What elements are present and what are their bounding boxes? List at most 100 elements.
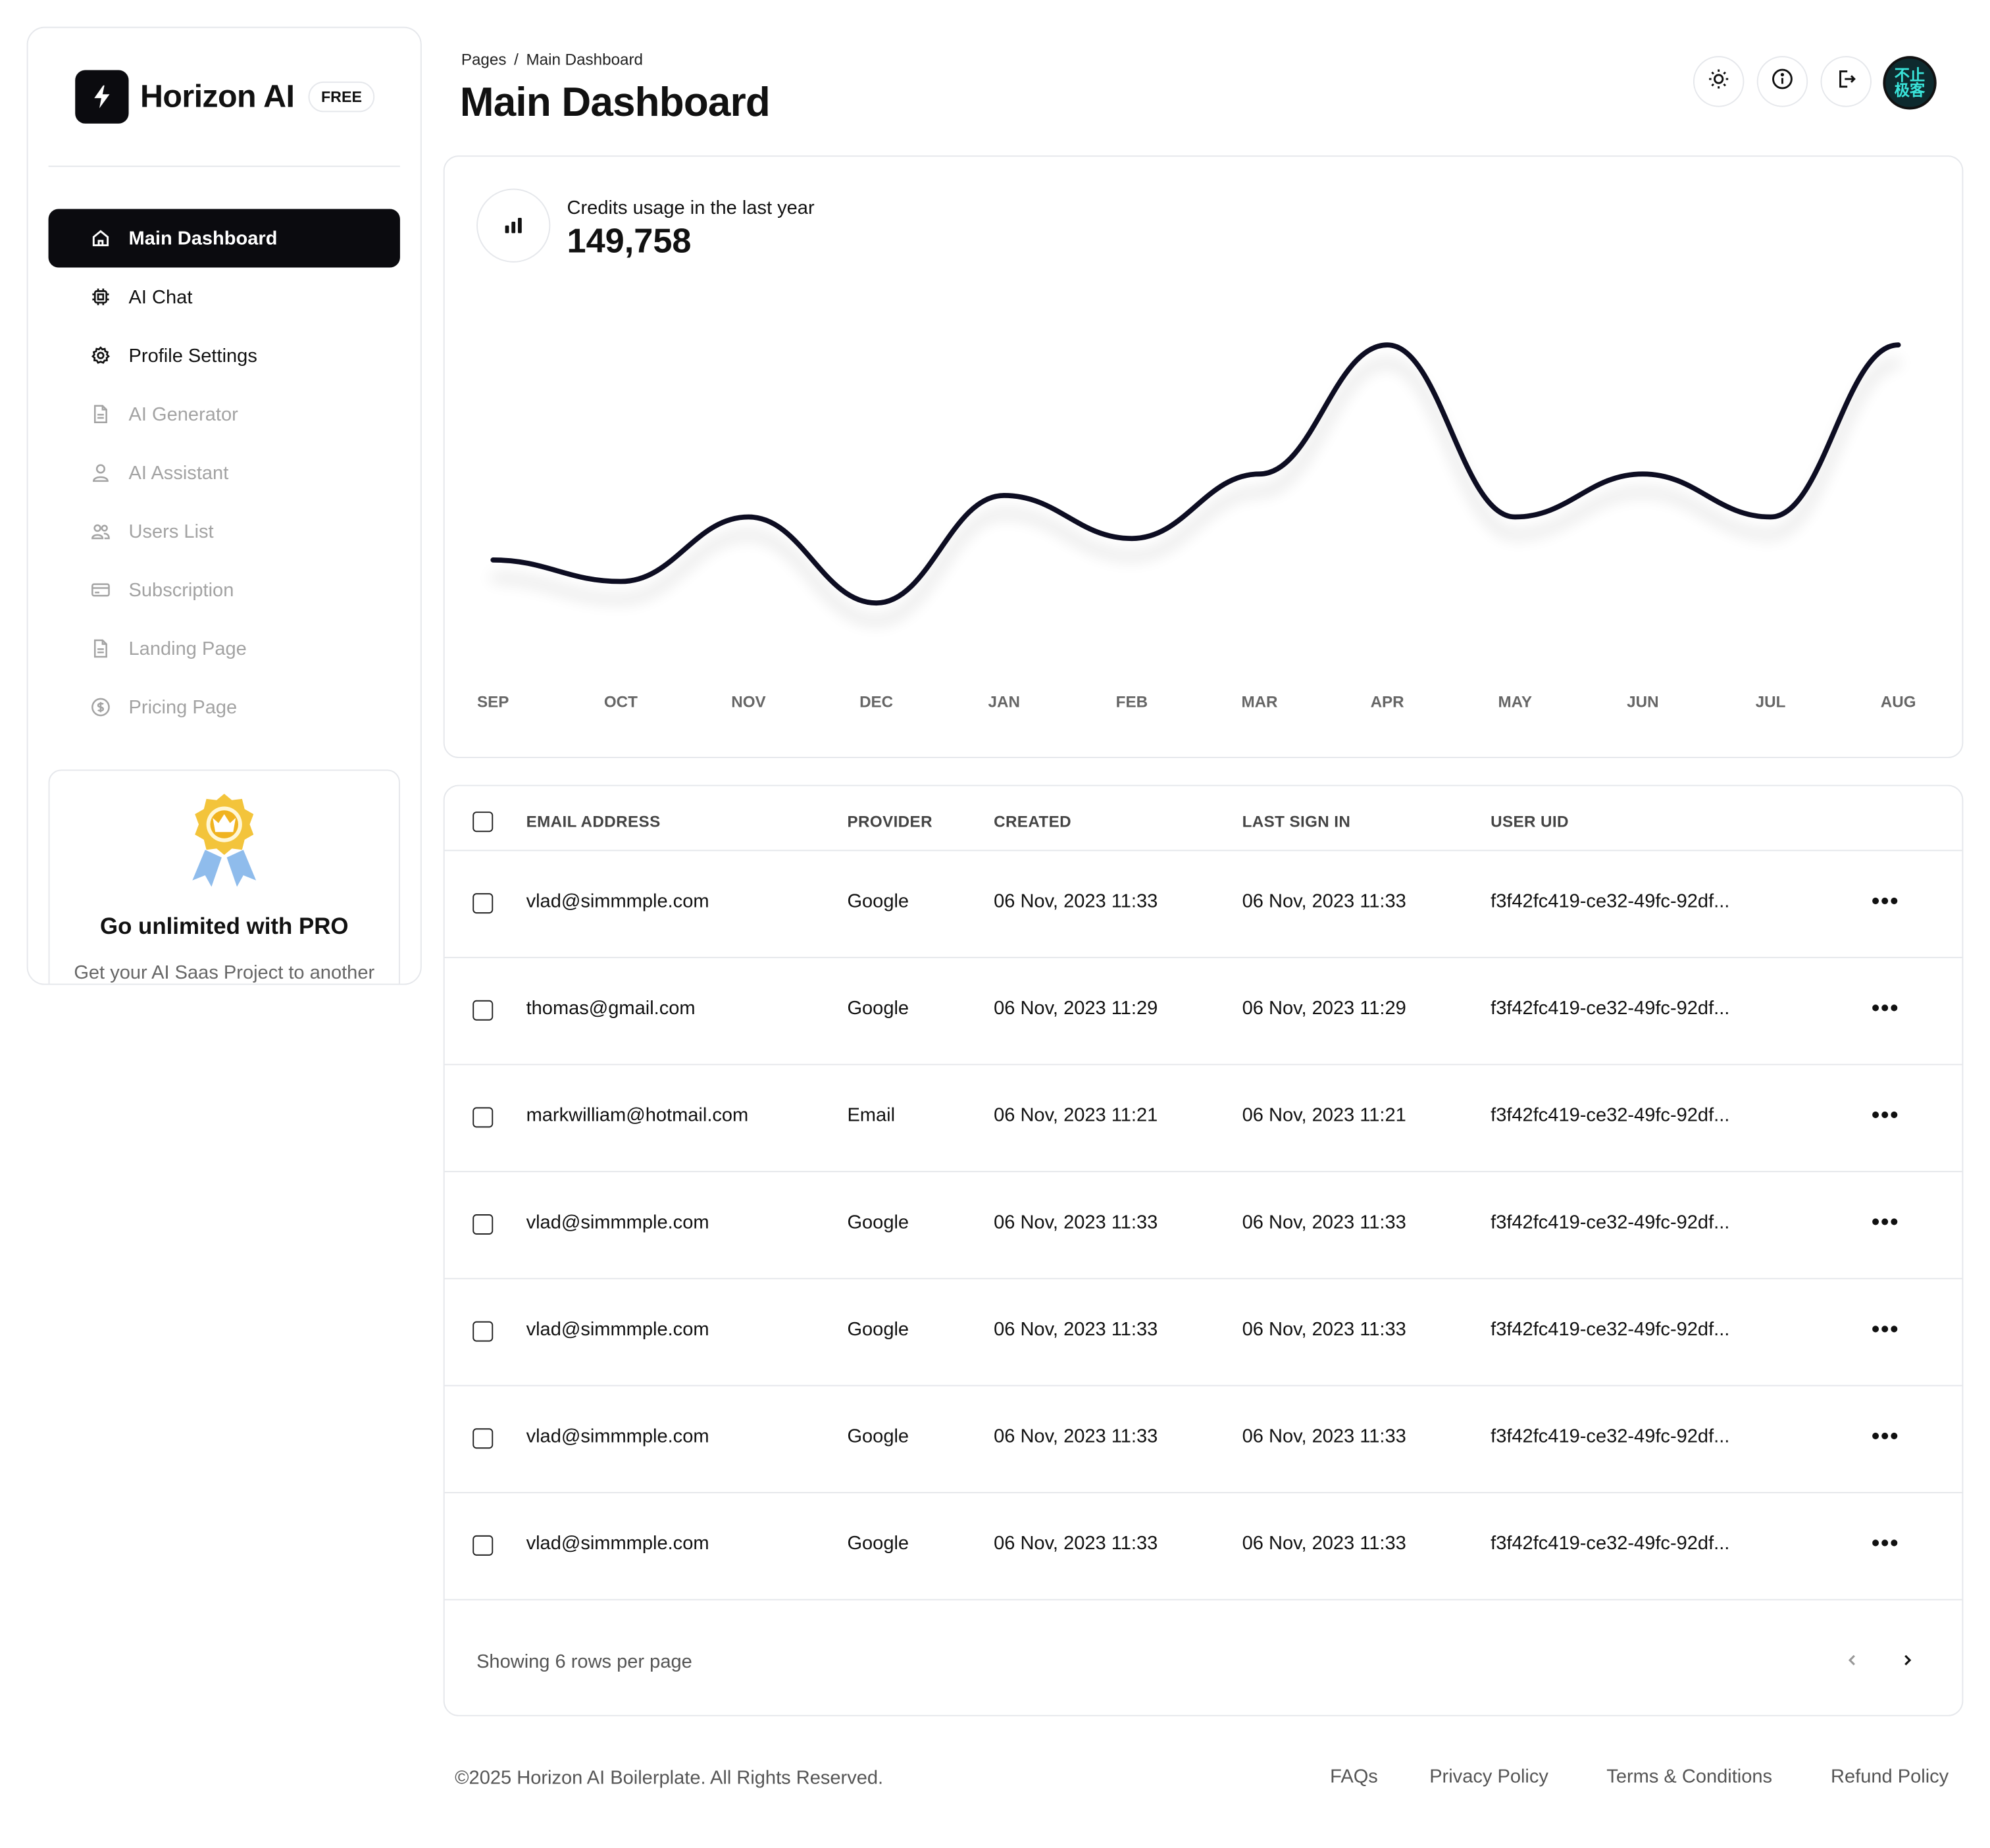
created-cell: 06 Nov, 2023 11:29 [994, 997, 1158, 1019]
info-button[interactable] [1756, 56, 1808, 107]
footer-link-faqs[interactable]: FAQs [1330, 1766, 1378, 1788]
row-checkbox[interactable] [472, 1321, 494, 1342]
prev-page-button[interactable] [1840, 1650, 1866, 1676]
column-header-created[interactable]: CREATED [994, 813, 1071, 831]
footer-link-privacy-policy[interactable]: Privacy Policy [1429, 1766, 1548, 1788]
logout-button[interactable] [1820, 56, 1872, 107]
row-menu-button[interactable]: ••• [1871, 888, 1900, 914]
x-tick-label: AUG [1881, 693, 1916, 711]
theme-toggle-button[interactable] [1693, 56, 1745, 107]
table-row[interactable]: vlad@simmmple.com Google 06 Nov, 2023 11:3… [444, 1492, 1962, 1601]
sidebar-item-label: Pricing Page [128, 696, 238, 718]
column-header-last-sign-in[interactable]: LAST SIGN IN [1242, 813, 1351, 831]
email-cell: vlad@simmmple.com [526, 890, 709, 913]
column-header-provider[interactable]: PROVIDER [847, 813, 932, 831]
x-tick-label: JAN [988, 693, 1020, 711]
sidebar-item-label: AI Generator [128, 403, 238, 425]
row-menu-button[interactable]: ••• [1871, 1316, 1900, 1342]
sidebar-item-subscription[interactable]: Subscription [49, 561, 400, 619]
provider-cell: Email [847, 1104, 896, 1127]
sidebar-item-pricing-page[interactable]: Pricing Page [49, 678, 400, 736]
user-uid-cell: f3f42fc419-ce32-49fc-92df... [1491, 1425, 1730, 1448]
chart-total: 149,758 [567, 221, 692, 260]
table-row[interactable]: vlad@simmmple.com Google 06 Nov, 2023 11:3… [444, 850, 1962, 958]
table-row[interactable]: vlad@simmmple.com Google 06 Nov, 2023 11:3… [444, 1385, 1962, 1493]
sidebar: Horizon AI FREE Main Dashboard AI Chat [26, 26, 422, 985]
footer-link-refund-policy[interactable]: Refund Policy [1831, 1766, 1949, 1788]
row-checkbox[interactable] [472, 893, 494, 914]
column-header-email[interactable]: EMAIL ADDRESS [526, 813, 661, 831]
sidebar-item-ai-chat[interactable]: AI Chat [49, 268, 400, 326]
last-sign-in-cell: 06 Nov, 2023 11:33 [1242, 1425, 1406, 1448]
breadcrumb-item[interactable]: Pages [461, 51, 507, 69]
table-row[interactable]: vlad@simmmple.com Google 06 Nov, 2023 11:3… [444, 1171, 1962, 1279]
chip-icon [90, 287, 111, 307]
last-sign-in-cell: 06 Nov, 2023 11:21 [1242, 1104, 1406, 1127]
breadcrumb: Pages / Main Dashboard [461, 51, 643, 68]
next-page-button[interactable] [1895, 1650, 1920, 1676]
sidebar-item-profile-settings[interactable]: Profile Settings [49, 326, 400, 385]
x-tick-label: MAY [1498, 693, 1532, 711]
info-icon [1771, 67, 1794, 97]
breadcrumb-item[interactable]: Main Dashboard [526, 51, 644, 69]
last-sign-in-cell: 06 Nov, 2023 11:33 [1242, 890, 1406, 913]
sidebar-item-ai-generator[interactable]: AI Generator [49, 385, 400, 444]
x-tick-label: APR [1371, 693, 1404, 711]
select-all-checkbox[interactable] [472, 811, 494, 833]
page-header: Pages / Main Dashboard Main Dashboard 不止极客 [445, 28, 1964, 136]
sidebar-item-main-dashboard[interactable]: Main Dashboard [48, 209, 400, 268]
avatar[interactable]: 不止极客 [1883, 56, 1937, 110]
row-checkbox[interactable] [472, 1535, 494, 1556]
footer-link-terms-conditions[interactable]: Terms & Conditions [1606, 1766, 1773, 1788]
row-menu-button[interactable]: ••• [1871, 1423, 1900, 1449]
x-tick-label: OCT [604, 693, 638, 711]
credits-chart-card: Credits usage in the last year 149,758 S… [443, 155, 1964, 758]
sun-icon [1707, 67, 1730, 97]
document-icon [90, 404, 111, 424]
row-menu-button[interactable]: ••• [1871, 995, 1900, 1021]
x-tick-label: NOV [731, 693, 765, 711]
x-tick-label: JUL [1756, 693, 1786, 711]
x-tick-label: JUN [1627, 693, 1658, 711]
table-row[interactable]: vlad@simmmple.com Google 06 Nov, 2023 11:3… [444, 1278, 1962, 1387]
row-menu-button[interactable]: ••• [1871, 1530, 1900, 1556]
provider-cell: Google [847, 1318, 909, 1341]
sidebar-item-label: Profile Settings [128, 344, 257, 367]
row-checkbox[interactable] [472, 1000, 494, 1021]
email-cell: vlad@simmmple.com [526, 1318, 709, 1341]
user-uid-cell: f3f42fc419-ce32-49fc-92df... [1491, 890, 1730, 913]
brand[interactable]: Horizon AI FREE [75, 70, 375, 124]
sidebar-item-label: AI Chat [128, 286, 193, 308]
avatar-text: 不止极客 [1894, 66, 1926, 100]
rows-per-page-text: Showing 6 rows per page [476, 1651, 692, 1673]
row-checkbox[interactable] [472, 1107, 494, 1128]
row-checkbox[interactable] [472, 1428, 494, 1449]
created-cell: 06 Nov, 2023 11:33 [994, 890, 1158, 913]
logout-icon [1835, 67, 1858, 97]
pro-upgrade-card[interactable]: Go unlimited with PRO Get your AI Saas P… [48, 769, 400, 984]
pro-card-title: Go unlimited with PRO [99, 913, 349, 939]
provider-cell: Google [847, 1212, 909, 1234]
series-line [490, 342, 1901, 606]
column-header-user-uid[interactable]: USER UID [1491, 813, 1569, 831]
provider-cell: Google [847, 1533, 909, 1554]
created-cell: 06 Nov, 2023 11:33 [994, 1318, 1158, 1341]
plan-badge: FREE [308, 81, 375, 113]
sidebar-item-ai-assistant[interactable]: AI Assistant [49, 444, 400, 502]
row-menu-button[interactable]: ••• [1871, 1209, 1900, 1235]
sidebar-item-label: Landing Page [128, 637, 247, 659]
table-row[interactable]: markwilliam@hotmail.com Email 06 Nov, 2023… [444, 1064, 1962, 1173]
sidebar-item-users-list[interactable]: Users List [49, 502, 400, 561]
card-icon [90, 580, 111, 600]
sidebar-item-landing-page[interactable]: Landing Page [49, 619, 400, 678]
created-cell: 06 Nov, 2023 11:33 [994, 1533, 1158, 1554]
users-table: EMAIL ADDRESS PROVIDER CREATED LAST SIGN… [443, 784, 1964, 1716]
bar-chart-icon [476, 188, 551, 263]
row-menu-button[interactable]: ••• [1871, 1102, 1900, 1128]
sidebar-item-label: Subscription [128, 578, 234, 601]
document-icon [90, 638, 111, 659]
table-row[interactable]: thomas@gmail.com Google 06 Nov, 2023 11:29… [444, 957, 1962, 1065]
medal-icon [188, 791, 261, 897]
row-checkbox[interactable] [472, 1214, 494, 1235]
created-cell: 06 Nov, 2023 11:33 [994, 1212, 1158, 1234]
